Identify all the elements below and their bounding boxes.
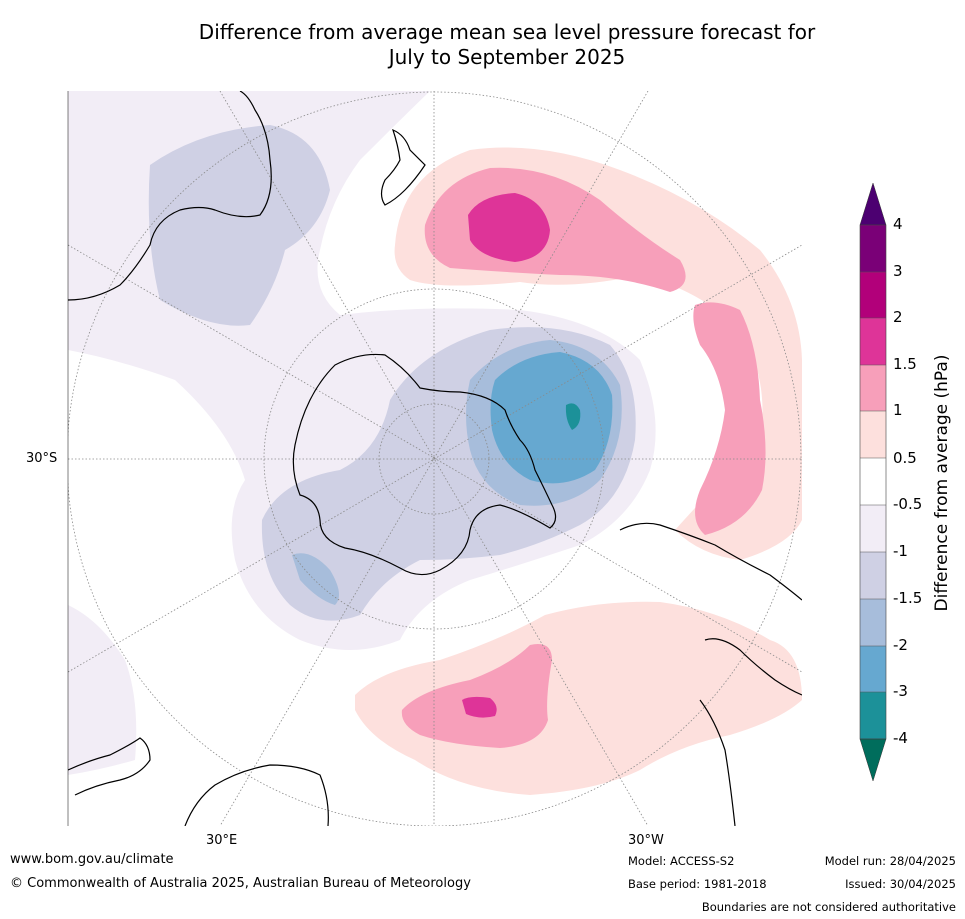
africa-coast xyxy=(184,764,329,826)
colorbar-tick: 4 xyxy=(893,215,903,233)
title-line-1: Difference from average mean sea level p… xyxy=(198,20,816,44)
anomaly-area-minus-3 xyxy=(565,403,581,430)
new-zealand-coast xyxy=(380,128,426,206)
lon-label-30e: 30°E xyxy=(206,833,238,848)
colorbar-bin xyxy=(860,552,886,599)
colorbar-tick: -0.5 xyxy=(893,495,923,513)
colorbar-tick: 0.5 xyxy=(893,449,917,467)
colorbar-bin xyxy=(860,458,886,505)
anomaly-area-minus-2 xyxy=(490,352,613,484)
coastlines xyxy=(68,91,802,826)
website-link[interactable]: www.bom.gov.au/climate xyxy=(10,852,174,867)
colorbar-tick: 3 xyxy=(893,262,903,280)
colorbar-tick: -4 xyxy=(893,729,908,747)
colorbar-label: Difference from average (hPa) xyxy=(932,354,952,612)
disclaimer-text: Boundaries are not considered authoritat… xyxy=(701,900,956,914)
colorbar-tick: -2 xyxy=(893,636,908,654)
colorbar-extend-top xyxy=(859,182,887,226)
colorbar-bin xyxy=(860,505,886,552)
colorbar-bin xyxy=(860,692,886,739)
graticule xyxy=(68,91,802,826)
colorbar-bin xyxy=(860,599,886,646)
colorbar-extend-bottom xyxy=(859,738,887,782)
colorbar-bin xyxy=(860,272,886,318)
model-text: Model: ACCESS-S2 xyxy=(628,854,735,868)
anomaly-area-minus-0.5-west xyxy=(68,605,137,775)
antarctica-coast xyxy=(292,353,557,576)
base-period-text: Base period: 1981-2018 xyxy=(628,877,767,891)
colorbar-tick: -1 xyxy=(893,542,908,560)
colorbar-bin xyxy=(860,365,886,411)
south-america-coast-3 xyxy=(699,699,736,826)
colorbar-bin xyxy=(860,318,886,365)
west-coast-fragment xyxy=(68,737,151,796)
anomaly-area-plus-1.5-south xyxy=(462,696,497,718)
anomaly-area-plus-1-east xyxy=(693,302,766,535)
copyright-text: © Commonwealth of Australia 2025, Austra… xyxy=(10,876,471,891)
anomaly-area-minus-1 xyxy=(148,125,330,326)
model-run-text: Model run: 28/04/2025 xyxy=(824,854,956,868)
colorbar-tick: 1.5 xyxy=(893,355,917,373)
south-america-coast xyxy=(619,522,802,601)
australia-coast xyxy=(68,91,272,301)
anomaly-area-minus-1.5-b xyxy=(292,553,339,605)
issued-text: Issued: 30/04/2025 xyxy=(845,877,956,891)
lat-label-30s: 30°S xyxy=(26,451,58,466)
lon-label-30w: 30°W xyxy=(628,833,664,848)
chart-title: Difference from average mean sea level p… xyxy=(0,20,965,70)
colorbar-tick: 1 xyxy=(893,401,903,419)
title-line-2: July to September 2025 xyxy=(388,45,626,69)
map-field xyxy=(68,91,802,826)
colorbar-bin xyxy=(860,411,886,458)
colorbar-tick: -1.5 xyxy=(893,589,923,607)
colorbar-bin xyxy=(860,646,886,692)
colorbar-bin xyxy=(860,225,886,272)
colorbar-tick: 2 xyxy=(893,308,903,326)
anomaly-area-plus-1-south xyxy=(401,644,552,748)
colorbar-tick: -3 xyxy=(893,682,908,700)
colorbar xyxy=(859,182,887,782)
south-america-coast-2 xyxy=(704,638,802,696)
anomaly-area-plus-1.5 xyxy=(468,193,550,262)
anomaly-area-plus-0.5-south xyxy=(355,601,802,795)
